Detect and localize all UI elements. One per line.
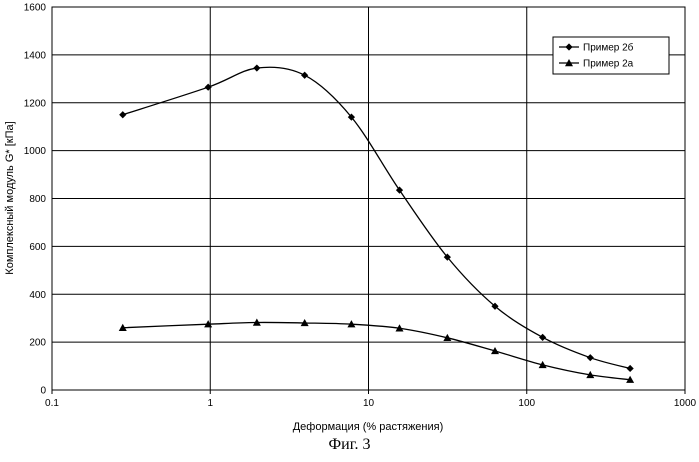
x-tick-label: 10: [363, 398, 375, 409]
x-tick-labels: 0.1 1 10 100 1000: [45, 398, 697, 409]
legend: Пример 2б Пример 2а: [553, 37, 669, 74]
y-axis-label: Комплексный модуль G* [кПа]: [4, 121, 16, 274]
legend-label: Пример 2а: [583, 59, 634, 70]
y-tick-labels: 0 200 400 600 800 1000 1200 1400 1600: [24, 3, 47, 397]
y-tick-label: 0: [40, 386, 46, 397]
figure-caption: Фиг. 3: [0, 436, 699, 454]
chart: 0 200 400 600 800 1000 1200 1400 1600 0.1 1 10 100 1…: [0, 0, 699, 436]
y-tick-label: 1000: [24, 146, 47, 157]
x-tick-label: 1000: [674, 398, 697, 409]
x-tick-label: 1: [207, 398, 213, 409]
x-tick-label: 0.1: [45, 398, 59, 409]
legend-label: Пример 2б: [583, 42, 634, 54]
x-tick-label: 100: [518, 398, 535, 409]
y-tick-label: 800: [29, 194, 46, 205]
y-tick-label: 1600: [24, 3, 47, 14]
y-tick-label: 200: [29, 338, 46, 349]
y-tick-label: 1200: [24, 98, 47, 109]
x-axis-label: Деформация (% растяжения): [293, 421, 444, 433]
y-tick-label: 400: [29, 290, 46, 301]
y-tick-label: 600: [29, 242, 46, 253]
y-tick-label: 1400: [24, 50, 47, 61]
